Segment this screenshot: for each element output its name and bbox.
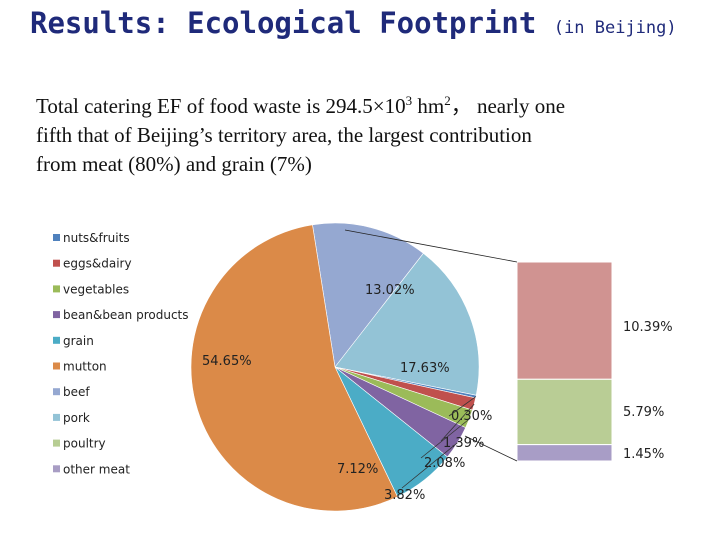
breakout-label: 1.45% <box>623 447 664 462</box>
legend-label: vegetables <box>63 282 129 296</box>
legend-label: other meat <box>63 462 130 476</box>
connector-line-bottom <box>464 435 518 462</box>
breakout-segment <box>516 378 613 446</box>
summary-line3: from meat (80%) and grain (7%) <box>36 152 312 176</box>
legend-swatch <box>53 336 60 344</box>
pie-slice-pork <box>334 252 480 396</box>
breakout-segment <box>516 444 613 462</box>
legend-swatch <box>53 362 60 370</box>
summary-unit-exponent: 2 <box>444 93 451 108</box>
slice-label: 17.63% <box>400 361 450 376</box>
summary-line1-suffix: ， nearly one <box>450 94 566 118</box>
legend-label: beef <box>63 385 90 399</box>
summary-line1-prefix: Total catering EF of food waste is 294.5… <box>36 94 406 118</box>
legend-swatch <box>53 285 60 293</box>
legend-label: nuts&fruits <box>63 231 130 245</box>
slice-label: 2.08% <box>424 456 465 471</box>
connector-line-top <box>344 229 518 263</box>
legend-swatch <box>53 465 60 473</box>
slice-label: 54.65% <box>202 354 252 369</box>
title-main: Results: Ecological Footprint <box>30 6 537 40</box>
summary-unit: hm <box>412 94 445 118</box>
legend-swatch <box>53 388 60 396</box>
title-sub: (in Beijing) <box>553 18 677 38</box>
legend-swatch <box>53 234 60 241</box>
summary-line2: fifth that of Beijing’s territory area, … <box>36 123 532 147</box>
legend-swatch <box>53 311 60 319</box>
legend-label: bean&bean products <box>63 308 189 322</box>
legend-label: mutton <box>63 360 107 374</box>
slide-title: Results: Ecological Footprint (in Beijin… <box>30 6 677 40</box>
legend-label: grain <box>63 334 94 348</box>
slice-label: 13.02% <box>365 283 415 298</box>
legend-swatch <box>53 413 60 421</box>
pie-slice-beef <box>312 222 424 368</box>
legend-swatch <box>53 439 60 447</box>
leader-line <box>420 418 470 459</box>
slice-label: 7.12% <box>337 462 378 477</box>
slice-label: 0.30% <box>451 409 492 424</box>
legend-label: eggs&dairy <box>63 257 132 271</box>
pie-slice-mutton <box>190 224 398 512</box>
leader-line <box>440 403 475 442</box>
summary-text: Total catering EF of food waste is 294.5… <box>36 92 696 179</box>
breakout-label: 10.39% <box>623 320 673 335</box>
breakout-segment <box>516 261 613 380</box>
slice-label: 1.39% <box>443 436 484 451</box>
slice-label: 3.82% <box>384 488 425 503</box>
breakout-label: 5.79% <box>623 405 664 420</box>
summary-exponent: 3 <box>405 93 413 108</box>
leader-line <box>401 442 458 489</box>
legend-label: pork <box>63 411 90 425</box>
legend-swatch <box>53 259 60 267</box>
legend-label: poultry <box>63 437 106 451</box>
leader-line <box>448 396 477 417</box>
